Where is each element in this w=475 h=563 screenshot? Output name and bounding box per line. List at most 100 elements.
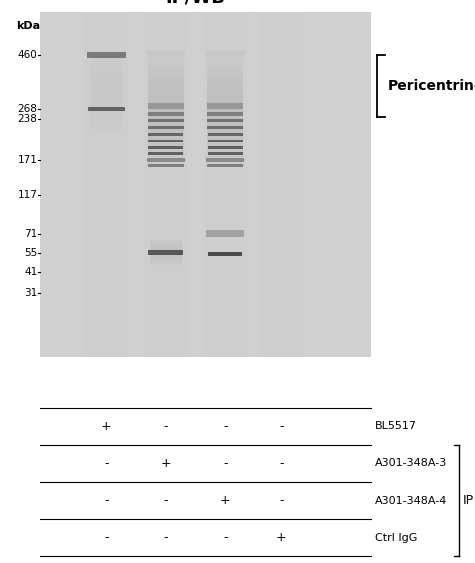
FancyBboxPatch shape xyxy=(207,129,243,132)
FancyBboxPatch shape xyxy=(208,146,243,149)
FancyBboxPatch shape xyxy=(148,136,184,138)
Text: -: - xyxy=(279,457,284,470)
FancyBboxPatch shape xyxy=(150,253,181,254)
Text: BL5517: BL5517 xyxy=(375,421,417,431)
FancyBboxPatch shape xyxy=(207,160,243,163)
Text: +: + xyxy=(101,419,112,433)
FancyBboxPatch shape xyxy=(147,158,185,162)
FancyBboxPatch shape xyxy=(146,50,185,57)
FancyBboxPatch shape xyxy=(207,117,243,119)
FancyBboxPatch shape xyxy=(207,99,243,101)
FancyBboxPatch shape xyxy=(148,148,184,150)
FancyBboxPatch shape xyxy=(90,87,123,90)
FancyBboxPatch shape xyxy=(260,12,303,357)
FancyBboxPatch shape xyxy=(206,158,244,162)
FancyBboxPatch shape xyxy=(148,156,184,158)
FancyBboxPatch shape xyxy=(207,138,243,141)
FancyBboxPatch shape xyxy=(90,83,123,85)
FancyBboxPatch shape xyxy=(207,103,243,105)
Text: 117: 117 xyxy=(18,190,38,200)
FancyBboxPatch shape xyxy=(207,74,243,77)
Text: 31: 31 xyxy=(24,288,38,298)
FancyBboxPatch shape xyxy=(148,64,184,66)
FancyBboxPatch shape xyxy=(144,12,187,357)
FancyBboxPatch shape xyxy=(150,260,181,261)
FancyBboxPatch shape xyxy=(207,134,243,136)
Text: 171: 171 xyxy=(18,155,38,166)
Text: kDa: kDa xyxy=(16,21,40,31)
FancyBboxPatch shape xyxy=(207,86,243,88)
FancyBboxPatch shape xyxy=(207,103,244,109)
FancyBboxPatch shape xyxy=(148,143,184,145)
FancyBboxPatch shape xyxy=(148,103,184,109)
FancyBboxPatch shape xyxy=(207,112,243,114)
FancyBboxPatch shape xyxy=(148,150,184,152)
FancyBboxPatch shape xyxy=(90,72,123,74)
FancyBboxPatch shape xyxy=(148,99,184,101)
FancyBboxPatch shape xyxy=(90,94,123,96)
FancyBboxPatch shape xyxy=(150,250,181,251)
FancyBboxPatch shape xyxy=(148,103,184,105)
FancyBboxPatch shape xyxy=(148,119,184,121)
FancyBboxPatch shape xyxy=(90,81,123,83)
FancyBboxPatch shape xyxy=(90,96,123,98)
FancyBboxPatch shape xyxy=(85,12,128,357)
FancyBboxPatch shape xyxy=(207,123,243,126)
FancyBboxPatch shape xyxy=(207,114,243,117)
FancyBboxPatch shape xyxy=(207,127,243,129)
FancyBboxPatch shape xyxy=(148,97,184,99)
FancyBboxPatch shape xyxy=(90,100,123,102)
FancyBboxPatch shape xyxy=(90,115,123,118)
FancyBboxPatch shape xyxy=(148,141,184,143)
FancyBboxPatch shape xyxy=(148,126,184,127)
FancyBboxPatch shape xyxy=(90,92,123,94)
FancyBboxPatch shape xyxy=(207,143,243,145)
FancyBboxPatch shape xyxy=(148,160,184,163)
FancyBboxPatch shape xyxy=(150,256,181,257)
FancyBboxPatch shape xyxy=(148,112,184,116)
FancyBboxPatch shape xyxy=(88,106,124,111)
FancyBboxPatch shape xyxy=(148,83,184,86)
FancyBboxPatch shape xyxy=(148,68,184,70)
FancyBboxPatch shape xyxy=(148,88,184,90)
Text: Ctrl IgG: Ctrl IgG xyxy=(375,533,418,543)
FancyBboxPatch shape xyxy=(207,57,243,59)
FancyBboxPatch shape xyxy=(207,152,243,154)
FancyBboxPatch shape xyxy=(90,98,123,100)
FancyBboxPatch shape xyxy=(90,118,123,120)
FancyBboxPatch shape xyxy=(148,77,184,79)
FancyBboxPatch shape xyxy=(148,70,184,73)
FancyBboxPatch shape xyxy=(207,158,243,160)
FancyBboxPatch shape xyxy=(148,163,184,165)
FancyBboxPatch shape xyxy=(148,114,184,117)
FancyBboxPatch shape xyxy=(207,156,243,158)
Text: IP/WB: IP/WB xyxy=(166,0,226,6)
FancyBboxPatch shape xyxy=(207,132,243,134)
FancyBboxPatch shape xyxy=(207,145,243,148)
Text: -: - xyxy=(163,494,168,507)
Text: -: - xyxy=(223,531,228,544)
FancyBboxPatch shape xyxy=(150,248,181,249)
FancyBboxPatch shape xyxy=(207,126,243,127)
FancyBboxPatch shape xyxy=(90,109,123,111)
FancyBboxPatch shape xyxy=(207,163,243,165)
FancyBboxPatch shape xyxy=(90,120,123,122)
FancyBboxPatch shape xyxy=(150,251,181,252)
Text: -: - xyxy=(104,494,109,507)
FancyBboxPatch shape xyxy=(148,138,184,141)
FancyBboxPatch shape xyxy=(148,133,183,136)
FancyBboxPatch shape xyxy=(208,252,242,256)
FancyBboxPatch shape xyxy=(148,158,184,160)
FancyBboxPatch shape xyxy=(150,242,181,243)
Text: 460: 460 xyxy=(18,50,38,60)
FancyBboxPatch shape xyxy=(148,79,184,81)
FancyBboxPatch shape xyxy=(207,141,243,143)
FancyBboxPatch shape xyxy=(148,140,183,142)
FancyBboxPatch shape xyxy=(207,112,244,116)
FancyBboxPatch shape xyxy=(206,230,244,237)
FancyBboxPatch shape xyxy=(208,140,243,142)
FancyBboxPatch shape xyxy=(207,154,243,156)
FancyBboxPatch shape xyxy=(207,81,243,83)
FancyBboxPatch shape xyxy=(90,105,123,107)
FancyBboxPatch shape xyxy=(150,252,181,253)
